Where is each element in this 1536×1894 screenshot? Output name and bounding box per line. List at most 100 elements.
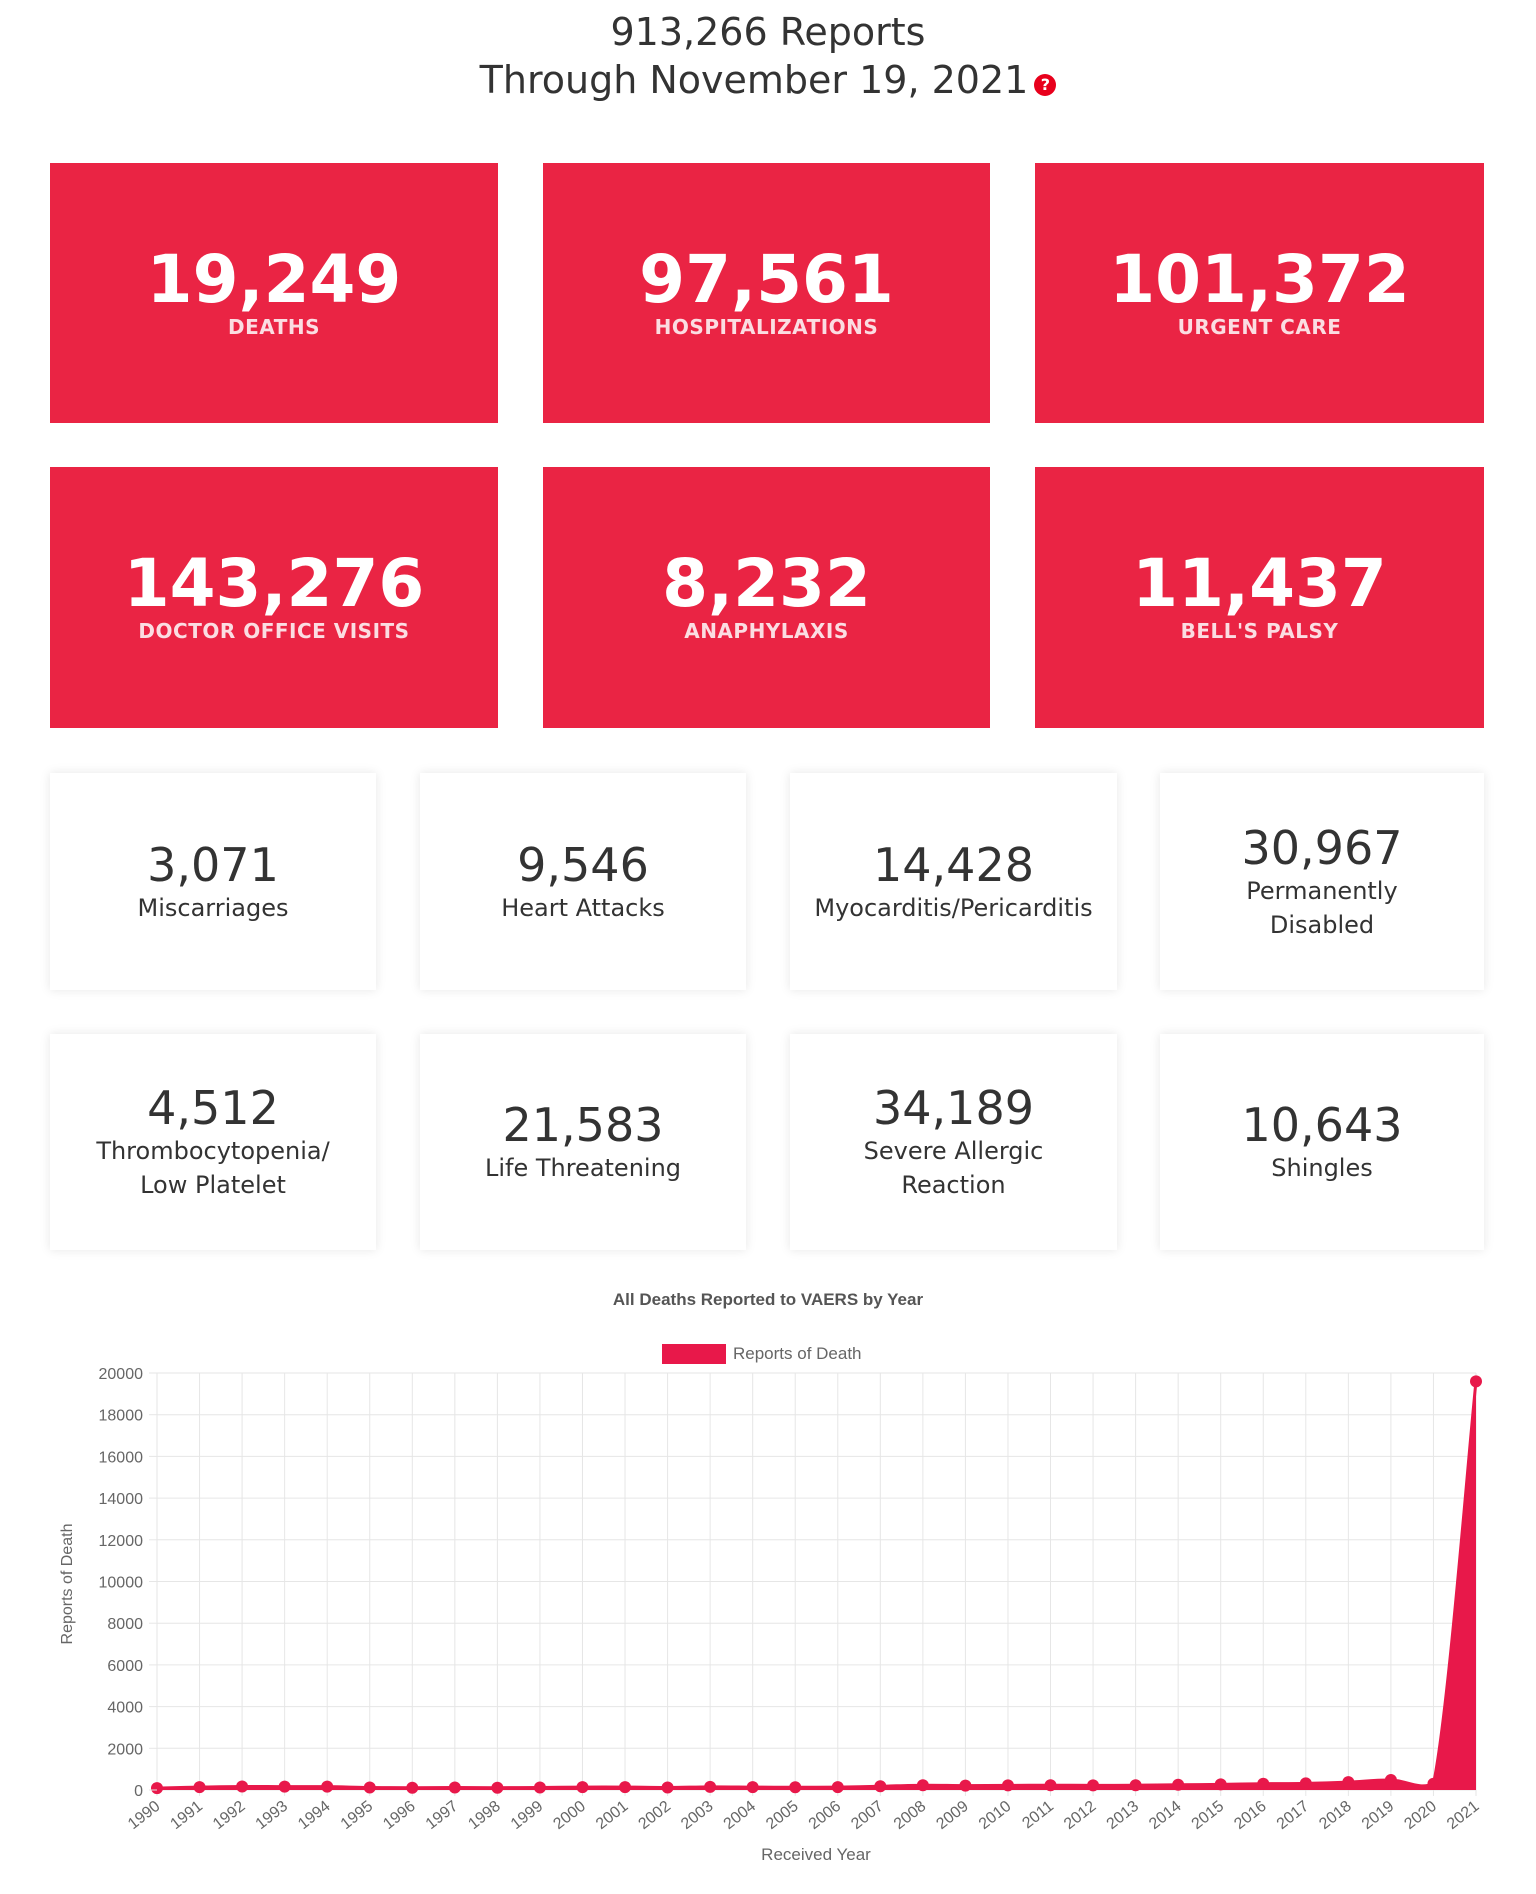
x-tick-label: 2014 bbox=[1146, 1798, 1185, 1833]
data-point-2018[interactable] bbox=[1342, 1776, 1355, 1789]
data-point-2016[interactable] bbox=[1257, 1777, 1270, 1790]
x-tick-label: 1993 bbox=[253, 1798, 292, 1833]
through-date: Through November 19, 2021 bbox=[479, 58, 1029, 102]
x-tick-label: 1990 bbox=[125, 1798, 164, 1833]
y-axis: 0 2000 4000 6000 8000 10000 12000 14000 16000 180… bbox=[99, 1366, 157, 1800]
stat-card-anaphylaxis: 8,232 ANAPHYLAXIS bbox=[543, 467, 990, 728]
stat-card-deaths: 19,249 DEATHS bbox=[50, 163, 498, 423]
y-tick-label: 2000 bbox=[107, 1741, 143, 1758]
data-point-1994[interactable] bbox=[321, 1780, 334, 1793]
x-tick-label: 2021 bbox=[1444, 1798, 1483, 1833]
x-tick-label: 1997 bbox=[423, 1798, 462, 1833]
x-tick-label: 2020 bbox=[1401, 1798, 1440, 1833]
data-point-2002[interactable] bbox=[661, 1781, 674, 1794]
stat-value: 30,967 bbox=[1241, 820, 1403, 875]
data-point-1998[interactable] bbox=[491, 1781, 504, 1794]
x-tick-label: 2000 bbox=[550, 1798, 589, 1833]
stat-card-life-threatening: 21,583 Life Threatening bbox=[420, 1034, 746, 1250]
stat-value: 14,428 bbox=[873, 837, 1034, 892]
stat-label: Permanently Disabled bbox=[1246, 876, 1398, 939]
data-point-2020[interactable] bbox=[1427, 1777, 1440, 1790]
data-point-2011[interactable] bbox=[1044, 1779, 1057, 1792]
data-point-2007[interactable] bbox=[874, 1780, 887, 1793]
data-point-2017[interactable] bbox=[1299, 1777, 1312, 1790]
deaths-by-year-chart: Reports of Death 0 2000 4000 6000 8000 10000 1… bbox=[59, 1344, 1483, 1864]
stat-card-thrombocytopenia: 4,512 Thrombocytopenia/ Low Platelet bbox=[50, 1034, 376, 1250]
stat-value: 8,232 bbox=[662, 545, 871, 622]
data-point-2010[interactable] bbox=[1001, 1779, 1014, 1792]
stat-label: DOCTOR OFFICE VISITS bbox=[138, 619, 410, 643]
data-point-2004[interactable] bbox=[746, 1781, 759, 1794]
data-point-1993[interactable] bbox=[278, 1780, 291, 1793]
stat-value: 9,546 bbox=[517, 837, 649, 892]
stat-label: Shingles bbox=[1271, 1154, 1373, 1182]
data-point-1999[interactable] bbox=[533, 1781, 546, 1794]
x-tick-label: 1992 bbox=[210, 1798, 249, 1833]
data-point-1997[interactable] bbox=[448, 1781, 461, 1794]
stat-card-heart-attacks: 9,546 Heart Attacks bbox=[420, 773, 746, 990]
data-point-2015[interactable] bbox=[1214, 1778, 1227, 1791]
y-axis-label: Reports of Death bbox=[59, 1524, 76, 1645]
x-tick-label: 1995 bbox=[338, 1798, 377, 1833]
question-icon[interactable]: ? bbox=[1034, 73, 1057, 96]
x-axis-label: Received Year bbox=[761, 1845, 871, 1864]
data-point-1991[interactable] bbox=[193, 1781, 206, 1794]
data-point-2009[interactable] bbox=[959, 1779, 972, 1792]
chart-legend[interactable]: Reports of Death bbox=[662, 1344, 862, 1364]
stat-value: 11,437 bbox=[1132, 545, 1387, 622]
data-point-2003[interactable] bbox=[704, 1780, 717, 1793]
chart-title: All Deaths Reported to VAERS by Year bbox=[612, 1290, 924, 1309]
stat-label: DEATHS bbox=[228, 315, 320, 339]
data-point-2008[interactable] bbox=[916, 1779, 929, 1792]
x-tick-label: 2019 bbox=[1359, 1798, 1398, 1833]
x-tick-label: 2004 bbox=[721, 1798, 760, 1833]
chart-area bbox=[156, 1381, 1478, 1790]
y-tick-label: 14000 bbox=[99, 1491, 144, 1508]
stat-card-severe-allergic-reaction: 34,189 Severe Allergic Reaction bbox=[790, 1034, 1117, 1250]
stat-card-myocarditis: 14,428 Myocarditis/Pericarditis bbox=[790, 773, 1117, 990]
data-point-1990[interactable] bbox=[151, 1782, 163, 1795]
stat-card-hospitalizations: 97,561 HOSPITALIZATIONS bbox=[543, 163, 990, 423]
y-tick-label: 10000 bbox=[99, 1575, 144, 1592]
data-point-2019[interactable] bbox=[1384, 1773, 1397, 1786]
x-tick-label: 2017 bbox=[1274, 1798, 1313, 1833]
y-tick-label: 0 bbox=[134, 1783, 143, 1800]
stat-value: 143,276 bbox=[123, 545, 425, 622]
stat-label: HOSPITALIZATIONS bbox=[654, 315, 879, 339]
data-point-1995[interactable] bbox=[363, 1781, 376, 1794]
x-tick-label: 2008 bbox=[891, 1798, 930, 1833]
stat-label: ANAPHYLAXIS bbox=[684, 619, 849, 643]
stat-value: 3,071 bbox=[147, 837, 279, 892]
x-tick-label: 2018 bbox=[1316, 1798, 1355, 1833]
data-point-2012[interactable] bbox=[1087, 1779, 1100, 1792]
stat-value: 101,372 bbox=[1109, 241, 1410, 318]
y-tick-label: 12000 bbox=[99, 1533, 144, 1550]
stat-value: 34,189 bbox=[873, 1081, 1034, 1135]
x-tick-label: 2003 bbox=[678, 1798, 717, 1833]
data-point-2006[interactable] bbox=[831, 1781, 844, 1794]
stat-value: 97,561 bbox=[639, 241, 894, 318]
data-point-2000[interactable] bbox=[576, 1781, 589, 1794]
x-tick-label: 2001 bbox=[593, 1798, 632, 1833]
stat-label: Life Threatening bbox=[484, 1154, 682, 1182]
stat-label: BELL'S PALSY bbox=[1180, 619, 1339, 643]
data-point-2014[interactable] bbox=[1172, 1778, 1185, 1791]
data-point-2021[interactable] bbox=[1470, 1375, 1482, 1388]
chart-grid bbox=[156, 1372, 1477, 1796]
legend-swatch bbox=[662, 1344, 726, 1364]
stat-card-miscarriages: 3,071 Miscarriages bbox=[50, 773, 376, 990]
x-tick-label: 2010 bbox=[976, 1798, 1015, 1833]
x-tick-label: 1999 bbox=[508, 1798, 547, 1833]
data-point-2001[interactable] bbox=[619, 1781, 632, 1794]
data-point-2005[interactable] bbox=[789, 1781, 802, 1794]
data-point-1992[interactable] bbox=[236, 1780, 249, 1793]
series-line-reports-of-death bbox=[156, 1381, 1478, 1790]
stat-card-permanently-disabled: 30,967 Permanently Disabled bbox=[1160, 773, 1484, 990]
report-header: 913,266 Reports Through November 19, 202… bbox=[0, 8, 1536, 104]
through-date-line: Through November 19, 2021? bbox=[0, 56, 1536, 104]
stat-card-urgent-care: 101,372 URGENT CARE bbox=[1035, 163, 1484, 423]
x-tick-label: 2005 bbox=[763, 1798, 802, 1833]
stat-card-bells-palsy: 11,437 BELL'S PALSY bbox=[1035, 467, 1484, 728]
data-point-2013[interactable] bbox=[1129, 1779, 1142, 1792]
data-point-1996[interactable] bbox=[406, 1781, 419, 1794]
